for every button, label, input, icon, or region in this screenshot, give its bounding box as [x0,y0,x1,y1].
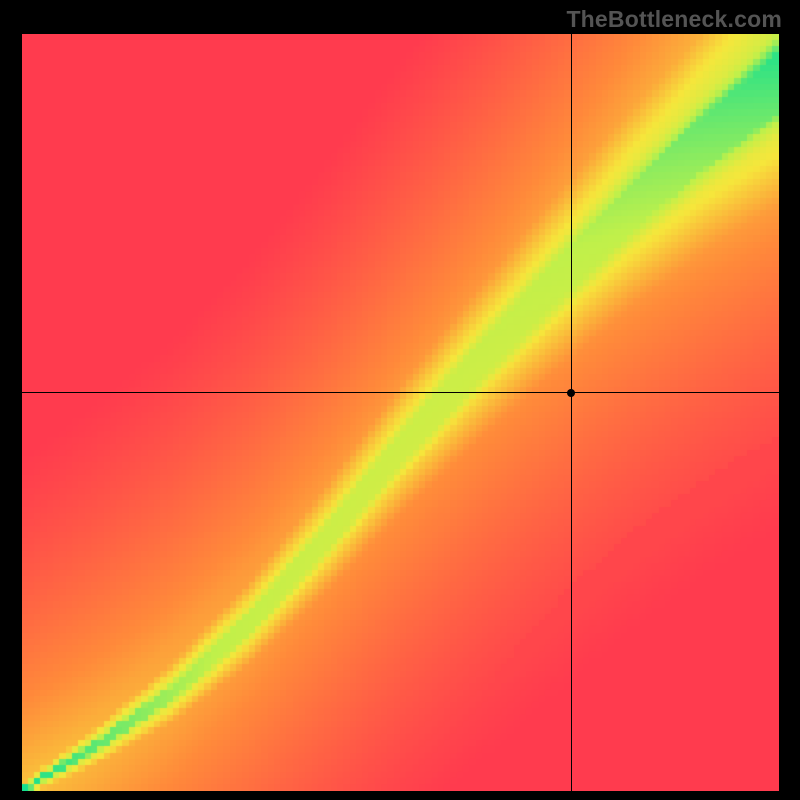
heatmap-plot [22,34,779,791]
watermark-text: TheBottleneck.com [566,6,782,33]
crosshair-vertical [571,34,572,791]
crosshair-horizontal [22,392,779,393]
